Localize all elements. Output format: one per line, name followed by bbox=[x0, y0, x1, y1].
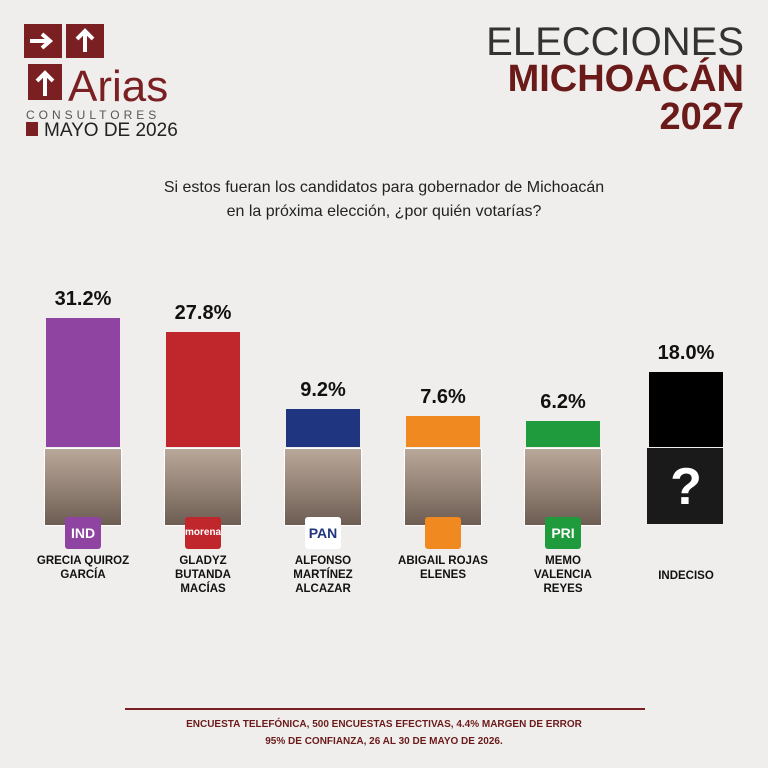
badge: IND bbox=[65, 517, 101, 549]
value-label: 18.0% bbox=[657, 342, 715, 365]
candidate-name: ABIGAIL ROJAS ELENES bbox=[398, 555, 488, 581]
date-square bbox=[26, 122, 38, 136]
logo-mark bbox=[24, 24, 104, 100]
footer: ENCUESTA TELEFÓNICA, 500 ENCUESTAS EFECT… bbox=[100, 716, 668, 750]
bar bbox=[526, 421, 600, 447]
bar bbox=[406, 415, 480, 447]
footer-rule bbox=[125, 708, 645, 710]
value-label: 31.2% bbox=[54, 287, 112, 310]
value-label: 6.2% bbox=[540, 391, 586, 414]
question: Si estos fueran los candidatos para gobe… bbox=[163, 179, 605, 220]
value-label: 27.8% bbox=[174, 301, 232, 324]
footer-line: 95% DE CONFIANZA, 26 AL 30 DE MAYO DE 20… bbox=[265, 736, 503, 747]
badge: PAN bbox=[305, 517, 341, 549]
badge: ? bbox=[670, 458, 702, 516]
candidate-name: GRECIA QUIROZ GARCÍA bbox=[36, 555, 130, 581]
candidate-name: MEMO VALENCIA REYES bbox=[534, 555, 592, 595]
footer-line: ENCUESTA TELEFÓNICA, 500 ENCUESTAS EFECT… bbox=[186, 719, 582, 730]
title-3: 2027 bbox=[659, 96, 744, 138]
value-label: 7.6% bbox=[420, 385, 466, 408]
title-1: ELECCIONES bbox=[486, 20, 744, 64]
date: MAYO DE 2026 bbox=[44, 120, 178, 141]
photo bbox=[44, 448, 122, 526]
value-label: 9.2% bbox=[300, 378, 346, 401]
bar bbox=[649, 372, 723, 447]
photo bbox=[284, 448, 362, 526]
candidate-name: GLADYZ BUTANDA MACÍAS bbox=[174, 555, 231, 595]
badge: PRI bbox=[545, 517, 581, 549]
candidate-name: ALFONSO MARTÍNEZ ALCAZAR bbox=[293, 555, 353, 595]
bar bbox=[46, 317, 120, 447]
photo bbox=[164, 448, 242, 526]
photo bbox=[647, 448, 723, 524]
photo bbox=[404, 448, 482, 526]
title-2: MICHOACÁN bbox=[507, 58, 744, 100]
badge-logo bbox=[425, 517, 461, 549]
brand: Arias bbox=[68, 62, 169, 111]
photo bbox=[524, 448, 602, 526]
bar bbox=[286, 408, 360, 447]
bar bbox=[166, 331, 240, 447]
brand-sub: CONSULTORES bbox=[26, 108, 161, 122]
candidate-name: INDECISO bbox=[658, 570, 714, 582]
badge: morena bbox=[185, 517, 221, 549]
